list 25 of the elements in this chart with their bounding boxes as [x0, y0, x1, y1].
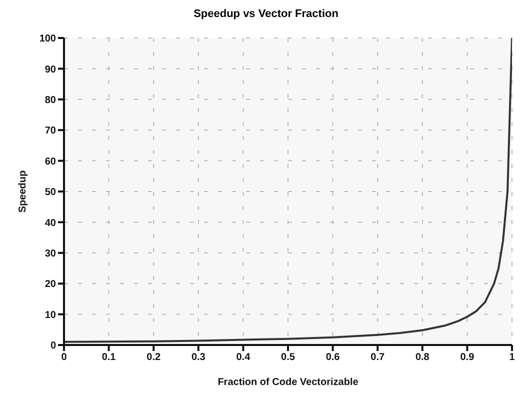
y-tick-label: 90 [44, 64, 56, 76]
y-tick-label: 60 [44, 156, 56, 168]
x-tick-label: 0.6 [326, 352, 340, 364]
x-tick-label: 0.5 [281, 352, 296, 364]
x-tick-label: 0.4 [236, 352, 251, 364]
y-tick-label: 20 [44, 279, 56, 290]
y-tick-label: 40 [44, 218, 56, 229]
x-tick-label: 0.7 [370, 352, 385, 364]
y-tick-label: 80 [44, 94, 56, 106]
x-tick-label: 1 [509, 352, 516, 364]
y-tick-label: 50 [44, 187, 56, 198]
x-tick-label: 0.8 [415, 352, 430, 364]
x-tick-label: 0 [61, 352, 68, 364]
y-tick-label: 30 [44, 248, 56, 260]
y-axis-title: Speedup [18, 170, 29, 213]
y-tick-label: 70 [44, 126, 56, 137]
x-tick-label: 0.1 [102, 352, 116, 364]
y-tick-label: 100 [39, 34, 56, 45]
x-tick-label: 0.2 [146, 352, 161, 364]
x-tick-label: 0.9 [460, 352, 475, 364]
x-axis-title: Fraction of Code Vectorizable [218, 377, 359, 388]
y-tick-label: 10 [44, 310, 56, 321]
chart-title: Speedup vs Vector Fraction [192, 8, 340, 20]
y-tick-label: 0 [50, 340, 56, 352]
x-tick-label: 0.3 [191, 352, 206, 364]
